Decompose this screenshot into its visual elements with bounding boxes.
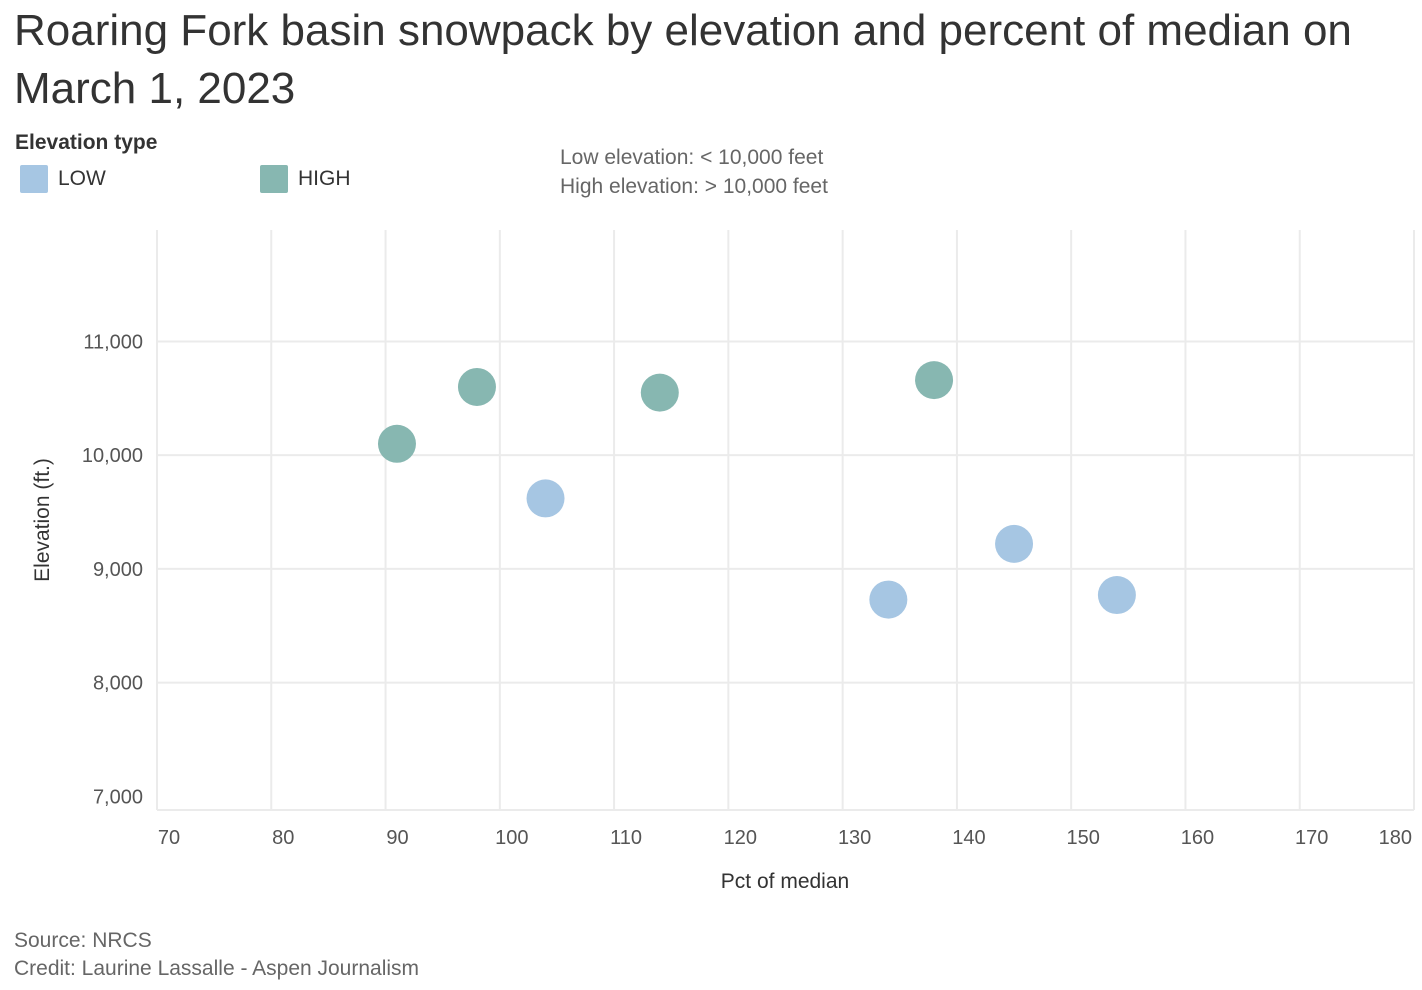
data-point-high — [457, 367, 496, 406]
legend-swatch-high — [260, 165, 288, 193]
legend-label-high: HIGH — [298, 167, 351, 190]
legend-label-low: LOW — [58, 167, 106, 190]
x-tick-label: 140 — [952, 827, 985, 849]
note-high-elevation: High elevation: > 10,000 feet — [560, 175, 828, 198]
chart-title: Roaring Fork basin snowpack by elevation… — [14, 6, 1352, 113]
x-tick-label: 70 — [158, 827, 180, 849]
x-tick-label: 170 — [1295, 827, 1328, 849]
x-tick-label: 100 — [495, 827, 528, 849]
data-point-low — [995, 524, 1034, 563]
data-point-low — [869, 580, 908, 619]
x-axis-title: Pct of median — [721, 870, 849, 893]
legend-swatch-low — [20, 165, 48, 193]
source-note: Source: NRCS — [14, 929, 152, 952]
x-tick-label: 120 — [724, 827, 757, 849]
x-tick-label: 150 — [1066, 827, 1099, 849]
x-tick-label: 130 — [838, 827, 871, 849]
data-point-high — [377, 424, 416, 463]
legend-item-low[interactable]: LOW — [20, 165, 106, 193]
data-point-low — [1097, 576, 1136, 615]
y-tick-label: 9,000 — [93, 559, 143, 581]
credit-note: Credit: Laurine Lassalle - Aspen Journal… — [14, 957, 420, 980]
data-point-low — [526, 479, 565, 518]
y-tick-label: 11,000 — [83, 331, 143, 353]
note-low-elevation: Low elevation: < 10,000 feet — [560, 146, 824, 169]
scatter-chart: 70 80 90 100 110 120 130 140 150 160 170 180 7,000 8,… — [31, 230, 1415, 893]
y-axis-title: Elevation (ft.) — [31, 458, 54, 582]
y-tick-label: 10,000 — [82, 445, 143, 467]
data-point-high — [915, 361, 954, 400]
x-tick-label: 160 — [1181, 827, 1214, 849]
x-tick-label: 180 — [1379, 827, 1412, 849]
legend-item-high[interactable]: HIGH — [260, 165, 351, 193]
y-tick-label: 7,000 — [93, 786, 143, 808]
x-tick-label: 80 — [272, 827, 294, 849]
data-point-high — [640, 373, 679, 412]
y-tick-label: 8,000 — [93, 673, 143, 695]
legend-title: Elevation type — [15, 131, 158, 154]
x-tick-label: 110 — [610, 827, 642, 849]
x-tick-label: 90 — [386, 827, 408, 849]
